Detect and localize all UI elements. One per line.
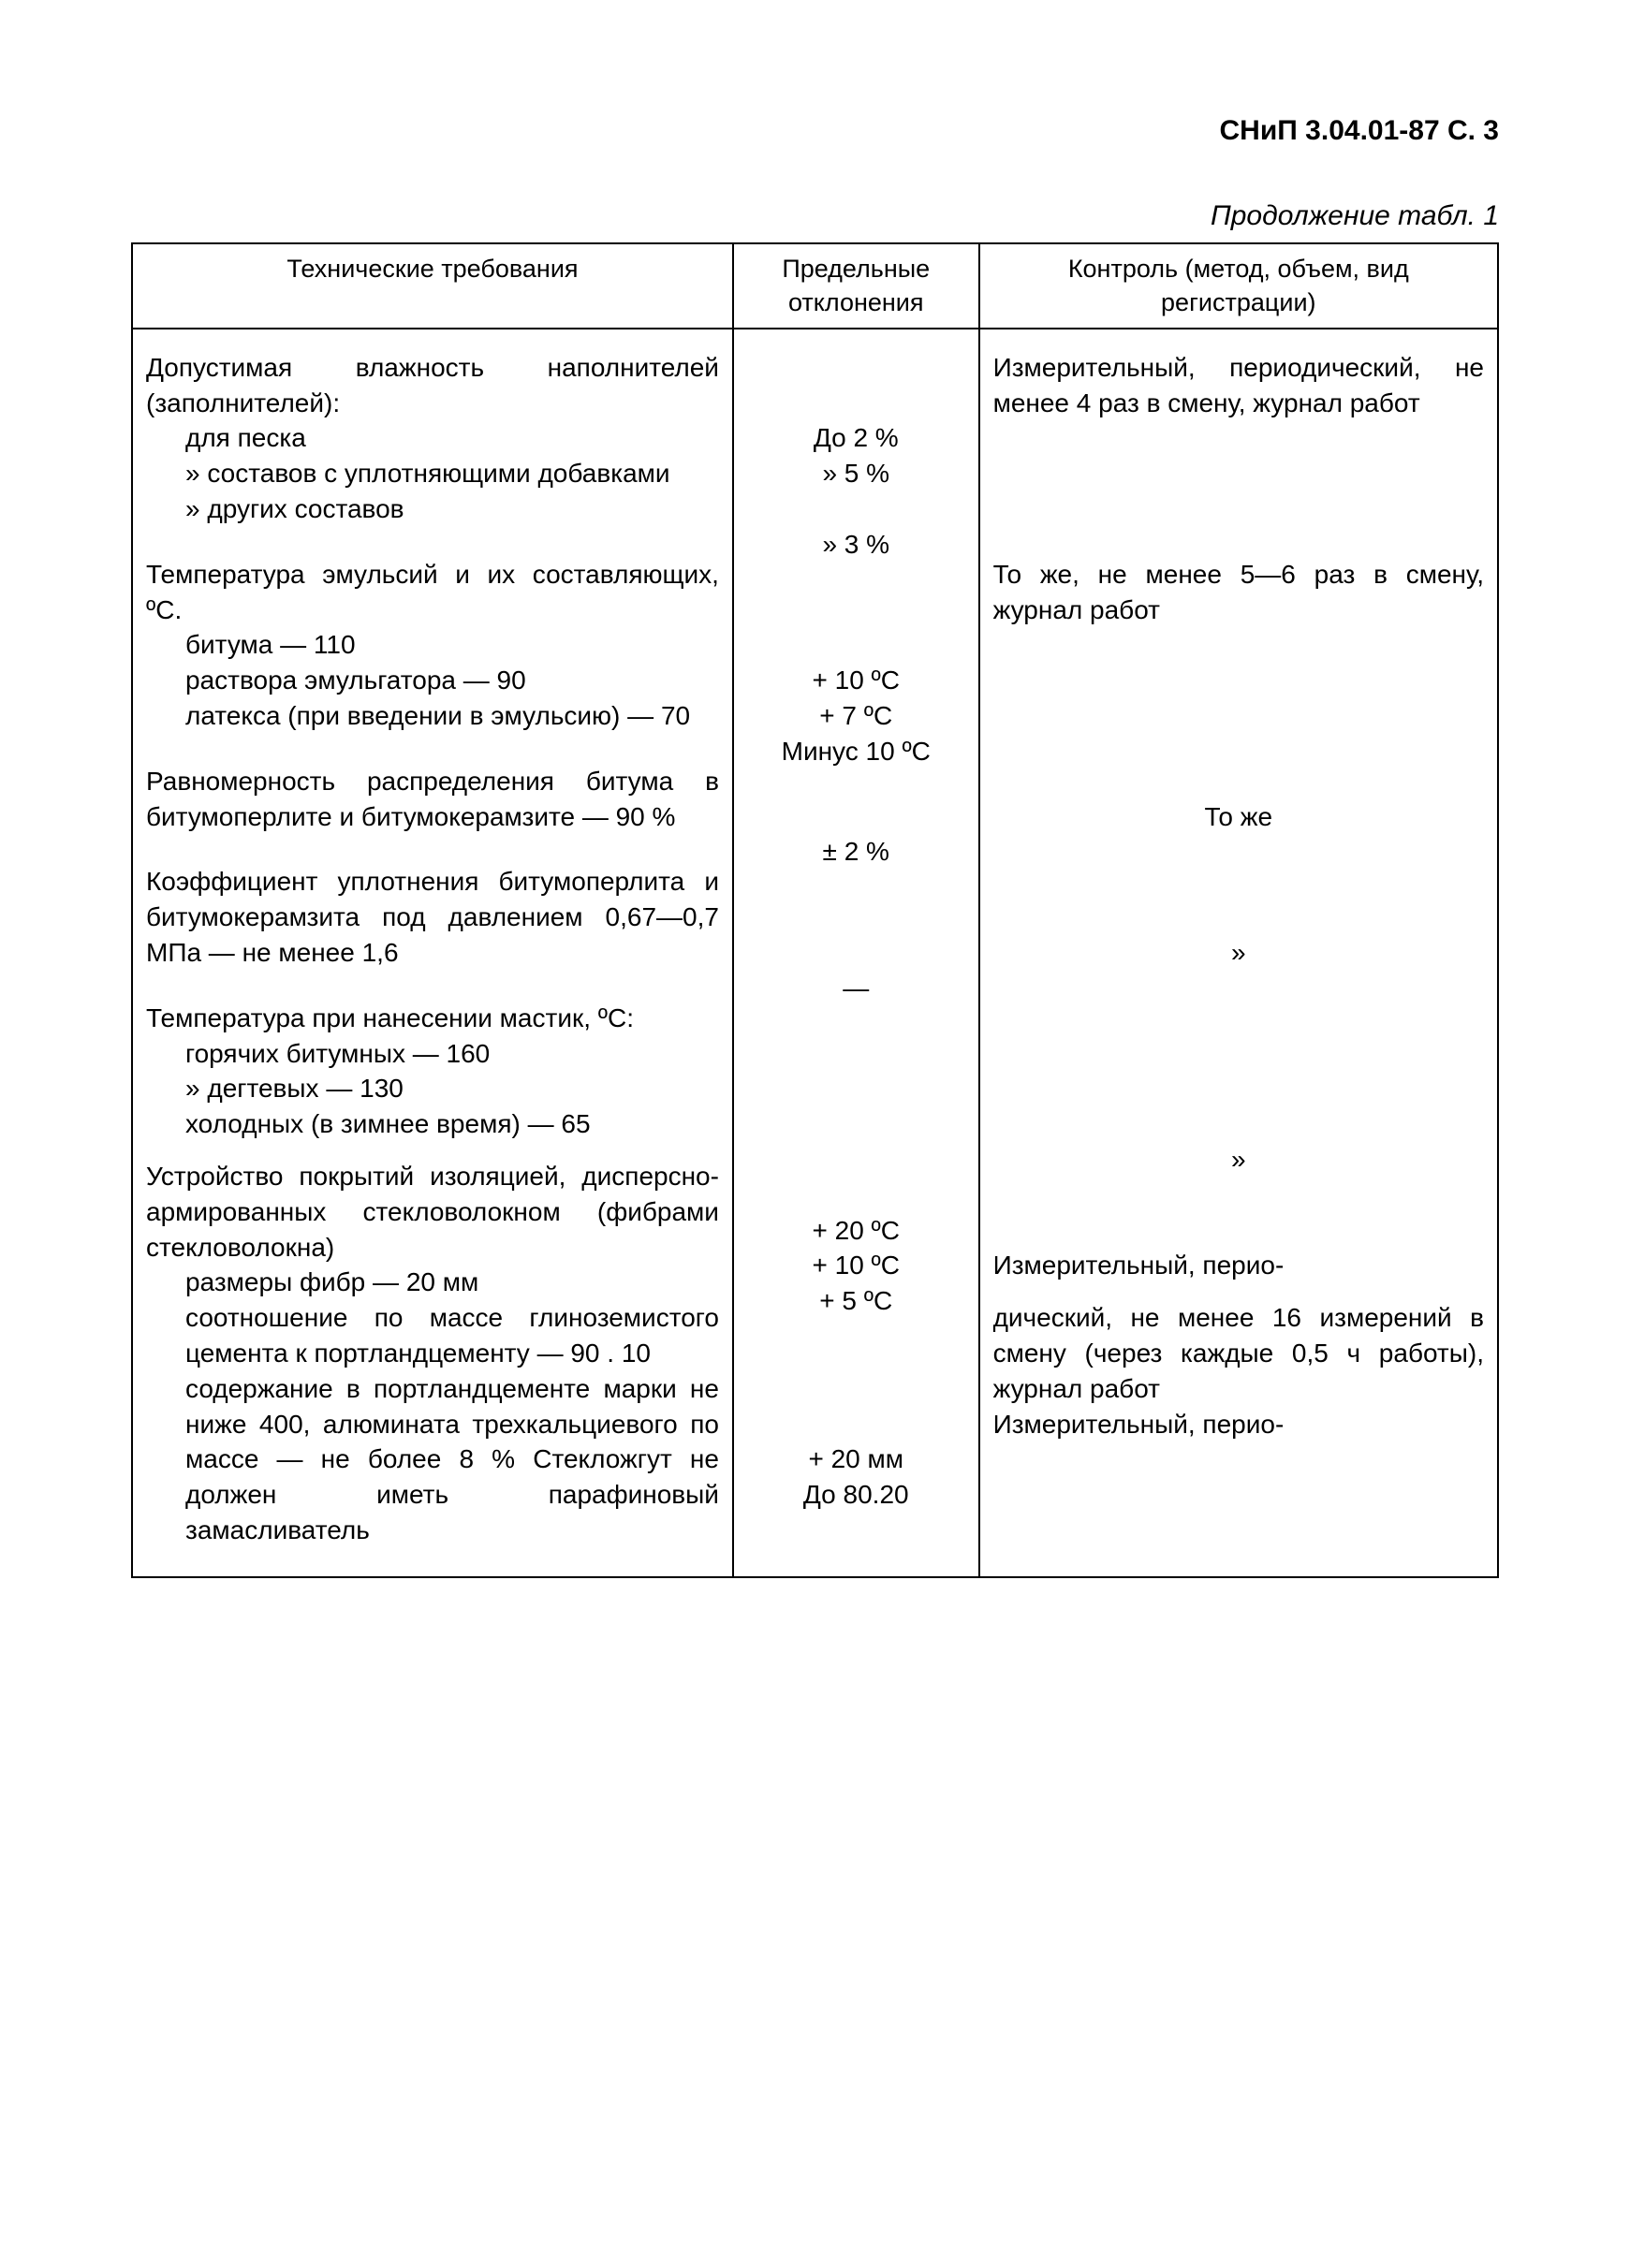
table-caption: Продолжение табл. 1 (131, 198, 1499, 236)
r2-item-c: латекса (при введении в эмульсию) — 70 (146, 698, 719, 734)
requirements-table: Технические требования Предельные отклон… (131, 242, 1499, 1578)
cell-control: Измерительный, периодический, не менее 4… (979, 329, 1498, 1577)
r1-dev-c: » 3 % (747, 527, 965, 563)
r5-dev-b: + 10 ºС (747, 1248, 965, 1283)
r6-item-c: содержание в портландцементе марки не ни… (146, 1371, 719, 1548)
r5-item-c: холодных (в зимнее время) — 65 (146, 1106, 719, 1142)
r1-control: Измерительный, периодический, не менее 4… (993, 350, 1484, 421)
r5-dev-c: + 5 ºС (747, 1283, 965, 1319)
r5-title: Температура при нанесении мастик, ºС: (146, 1001, 719, 1036)
r1-dev-a: До 2 % (747, 420, 965, 456)
r6-item-b: соотношение по массе глиноземистого цеме… (146, 1300, 719, 1371)
table-header-row: Технические требования Предельные отклон… (132, 243, 1498, 329)
r6-dev-b: До 80.20 (747, 1477, 965, 1513)
r4-text: Коэффициент уплотнения битумоперлита и б… (146, 864, 719, 970)
r5-control-ditto: » (993, 1142, 1484, 1178)
r6-dev-a: + 20 мм (747, 1441, 965, 1477)
r5-item-a: горячих битумных — 160 (146, 1036, 719, 1072)
r2-dev-a: + 10 ºС (747, 663, 965, 698)
r2-dev-c: Минус 10 ºС (747, 734, 965, 769)
r6-control-b: Измерительный, перио- (993, 1407, 1484, 1442)
cell-deviations: До 2 % » 5 % » 3 % + 10 ºС + 7 ºС Минус … (733, 329, 979, 1577)
r1-dev-b: » 5 % (747, 456, 965, 491)
r6-item-a: размеры фибр — 20 мм (146, 1265, 719, 1300)
r2-item-b: раствора эмульгатора — 90 (146, 663, 719, 698)
col-header-requirements: Технические требования (132, 243, 733, 329)
r2-control: То же, не менее 5—6 раз в смену, журнал … (993, 557, 1484, 628)
col-header-deviations: Предельные отклонения (733, 243, 979, 329)
cell-requirements: Допустимая влажность наполнителей (запол… (132, 329, 733, 1577)
r2-dev-b: + 7 ºС (747, 698, 965, 734)
doc-code-header: СНиП 3.04.01-87 С. 3 (131, 112, 1499, 151)
r5-control-text: Измерительный, перио- (993, 1248, 1484, 1283)
table-body-row: Допустимая влажность наполнителей (запол… (132, 329, 1498, 1577)
r5-dev-a: + 20 ºС (747, 1213, 965, 1249)
col-header-control: Контроль (метод, объем, вид регистрации) (979, 243, 1498, 329)
r6-control-a: дический, не менее 16 измерений в смену … (993, 1300, 1484, 1406)
r3-control: То же (993, 799, 1484, 835)
r4-dev: — (747, 971, 965, 1006)
r3-text: Равномерность распределения битума в бит… (146, 764, 719, 835)
r1-item-b: » составов с уплотняющими добавками (146, 456, 719, 491)
r6-title: Устройство покрытий изоляцией, дисперсно… (146, 1159, 719, 1265)
r5-item-b: » дегтевых — 130 (146, 1071, 719, 1106)
r1-item-a: для песка (146, 420, 719, 456)
r1-title: Допустимая влажность наполнителей (запол… (146, 350, 719, 421)
r3-dev: ± 2 % (747, 834, 965, 870)
r2-title: Температура эмульсий и их составляющих, … (146, 557, 719, 628)
r4-control: » (993, 935, 1484, 971)
r2-item-a: битума — 110 (146, 627, 719, 663)
r1-item-c: » других составов (146, 491, 719, 527)
